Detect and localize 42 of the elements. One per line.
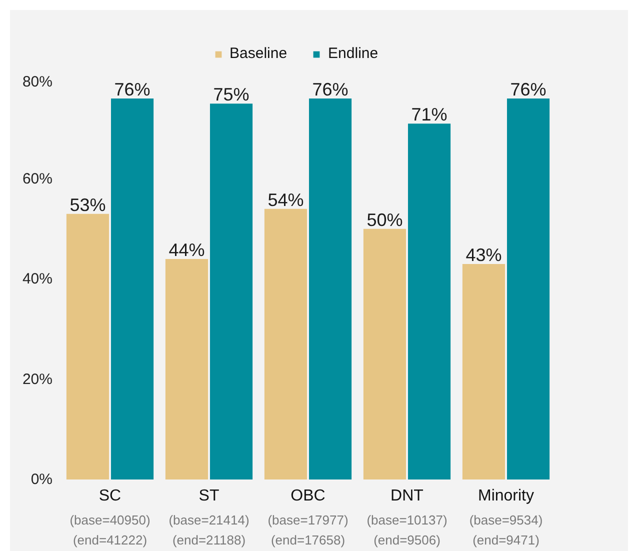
y-tick-label: 60% xyxy=(22,170,53,188)
bar xyxy=(408,124,451,480)
text: (base=9534) xyxy=(469,512,543,528)
data-label: 53% xyxy=(70,194,106,215)
bar xyxy=(308,98,352,480)
text: (base=40950) xyxy=(70,512,150,528)
bar xyxy=(506,98,550,480)
text: (end=17658) xyxy=(270,532,346,548)
y-tick-label: 40% xyxy=(22,270,53,288)
text: (base=10137) xyxy=(366,512,448,528)
data-label: 43% xyxy=(466,244,502,265)
text: (base=21414) xyxy=(168,512,250,528)
x-tick-label: DNT xyxy=(390,488,424,504)
bar xyxy=(210,104,253,480)
y-tick-label: 80% xyxy=(22,74,53,90)
bar xyxy=(110,98,154,480)
legend-label: Baseline xyxy=(230,45,288,62)
x-tick-label: OBC xyxy=(290,488,326,504)
data-label: 76% xyxy=(114,80,150,100)
bar xyxy=(462,264,506,480)
y-tick-label: 0% xyxy=(30,471,53,488)
data-label: 44% xyxy=(168,240,205,260)
data-label: 76% xyxy=(312,80,348,100)
x-tick-label: SC xyxy=(98,488,122,504)
legend-label: Endline xyxy=(328,45,378,62)
y-tick-label: 20% xyxy=(22,370,53,388)
bar xyxy=(363,228,406,480)
data-label: 75% xyxy=(213,84,250,105)
bar xyxy=(165,258,208,480)
bar xyxy=(264,208,308,480)
bar xyxy=(66,214,110,480)
data-label: 71% xyxy=(411,104,448,125)
text: (end=21188) xyxy=(172,532,246,548)
text: (base=17977) xyxy=(268,512,348,528)
text: (end=9471) xyxy=(472,532,540,548)
data-label: 54% xyxy=(268,190,304,210)
data-label: 76% xyxy=(510,80,546,100)
data-label: 50% xyxy=(366,210,403,230)
text: (end=9506) xyxy=(374,532,440,548)
x-tick-label: Minority xyxy=(478,488,534,504)
text: (end=41222) xyxy=(72,532,148,548)
x-tick-label: ST xyxy=(198,488,220,504)
